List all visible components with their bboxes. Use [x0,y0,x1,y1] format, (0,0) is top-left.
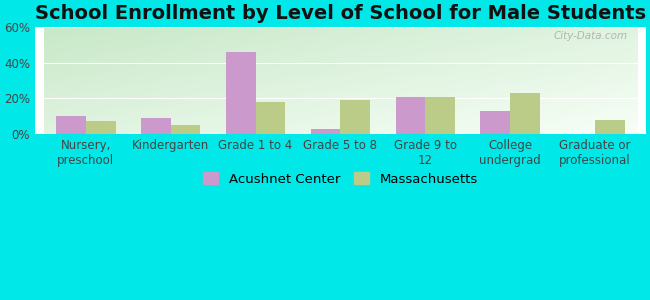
Bar [255,102,285,134]
Title: School Enrollment by Level of School for Male Students: School Enrollment by Level of School for… [35,4,646,23]
Bar [510,93,540,134]
Text: City-Data.com: City-Data.com [553,31,627,41]
Bar [341,100,370,134]
Bar [141,118,171,134]
Bar [311,128,341,134]
Bar [86,122,116,134]
Legend: Acushnet Center, Massachusetts: Acushnet Center, Massachusetts [198,167,484,191]
Bar [57,116,86,134]
Bar [595,120,625,134]
Bar [226,52,255,134]
Bar [171,125,200,134]
Bar [396,97,425,134]
Bar [425,97,455,134]
Bar [480,111,510,134]
